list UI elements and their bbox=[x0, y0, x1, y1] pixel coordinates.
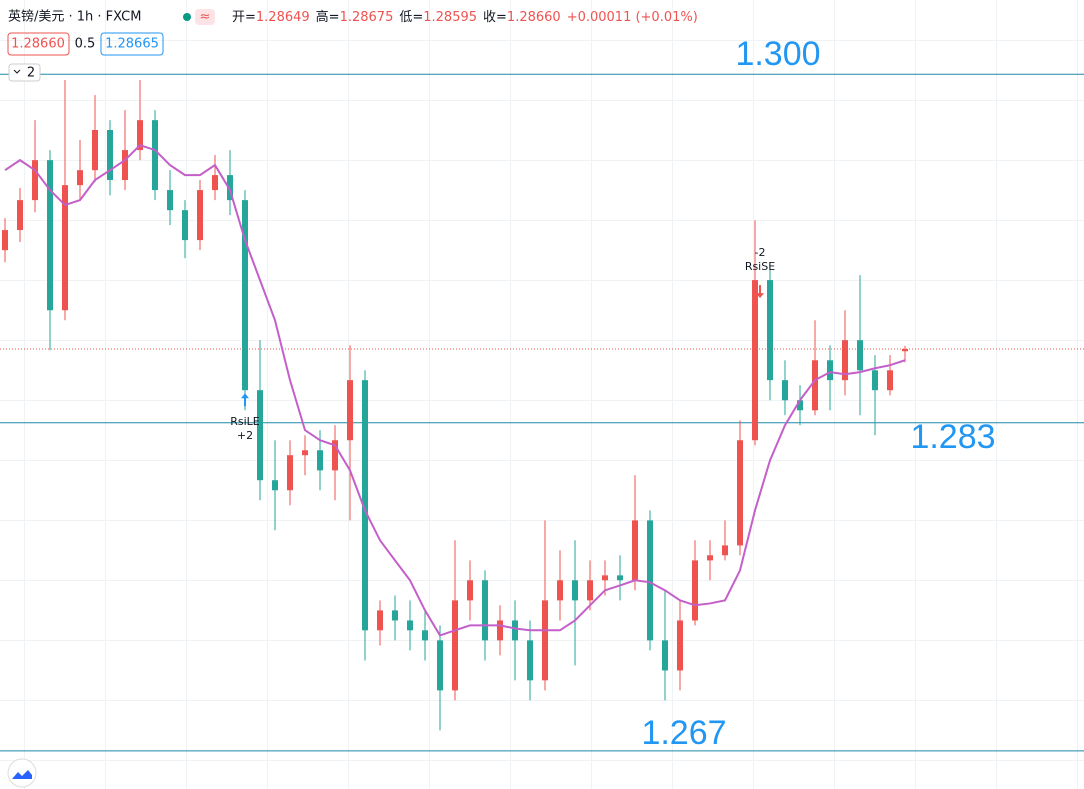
ohlc: 开=1.28649 高=1.28675 低=1.28595 收=1.28660 +0.0… bbox=[232, 9, 698, 25]
box bbox=[100, 32, 164, 56]
candle-body bbox=[197, 190, 203, 241]
candle-body bbox=[137, 120, 143, 151]
level-label: 1.283 bbox=[910, 418, 995, 456]
candle-body bbox=[902, 348, 908, 352]
chevron bbox=[13, 69, 21, 74]
candle-body bbox=[542, 600, 548, 681]
candle-body bbox=[752, 280, 758, 441]
candle-body bbox=[527, 640, 533, 681]
level-label: 1.267 bbox=[641, 714, 726, 752]
ohlc-value: 1.28675 bbox=[340, 10, 394, 25]
candle-body bbox=[617, 575, 623, 581]
candle-body bbox=[782, 380, 788, 401]
candle-body bbox=[737, 440, 743, 546]
candle-body bbox=[692, 560, 698, 621]
candle-body bbox=[707, 555, 713, 561]
candle-body bbox=[857, 340, 863, 371]
candle-body bbox=[347, 380, 353, 441]
candle-body bbox=[392, 610, 398, 621]
candle-body bbox=[407, 620, 413, 631]
candle-body bbox=[452, 600, 458, 691]
candle-body bbox=[167, 190, 173, 211]
candle-body bbox=[722, 545, 728, 556]
candle-body bbox=[842, 340, 848, 381]
status-icon: ≈ bbox=[200, 10, 211, 25]
moving-average bbox=[4, 144, 906, 637]
candle-body bbox=[557, 580, 563, 601]
candle-body bbox=[467, 580, 473, 601]
candle-body bbox=[422, 630, 428, 641]
candle-body bbox=[77, 170, 83, 186]
candle-body bbox=[827, 360, 833, 381]
candle-body bbox=[242, 200, 248, 391]
candle-body bbox=[437, 640, 443, 691]
candle-body bbox=[212, 175, 218, 191]
candle-body bbox=[797, 400, 803, 411]
sell-price[interactable]: 1.28660 bbox=[11, 37, 65, 52]
ohlc-value: 1.28595 bbox=[423, 10, 477, 25]
change: +0.00011 (+0.01%) bbox=[567, 10, 698, 25]
ohlc-label: 收= bbox=[483, 10, 507, 25]
signal-qty: +2 bbox=[237, 429, 253, 442]
candle-body bbox=[92, 129, 98, 171]
signal-arrow bbox=[241, 393, 249, 407]
ohlc-label: 高= bbox=[316, 9, 340, 25]
signal-qty: -2 bbox=[755, 246, 766, 259]
candle-body bbox=[377, 610, 383, 631]
candle-body bbox=[302, 450, 308, 456]
candle-body bbox=[332, 440, 338, 471]
ohlc-label: 开= bbox=[232, 10, 256, 25]
logo-mark bbox=[12, 770, 32, 779]
signal-text: RsiLE bbox=[230, 415, 260, 428]
candle-body bbox=[497, 620, 503, 641]
signal-arrow bbox=[756, 285, 764, 299]
candle-body bbox=[272, 480, 278, 491]
logo[interactable] bbox=[7, 758, 37, 788]
candle-body bbox=[572, 580, 578, 601]
candle-body bbox=[632, 520, 638, 581]
signal-text: RsiSE bbox=[745, 260, 775, 273]
candle-body bbox=[17, 200, 23, 231]
buy-price[interactable]: 1.28665 bbox=[105, 37, 159, 52]
candle-body bbox=[587, 580, 593, 601]
spread: 0.5 bbox=[75, 37, 96, 52]
ohlc-value: 1.28649 bbox=[256, 10, 310, 25]
candle-body bbox=[32, 160, 38, 201]
candle-body bbox=[482, 580, 488, 641]
candle-body bbox=[2, 230, 8, 251]
candle-body bbox=[767, 280, 773, 381]
candle-body bbox=[122, 150, 128, 181]
candle-body bbox=[602, 575, 608, 581]
status-dot bbox=[183, 13, 191, 21]
candle-body bbox=[362, 380, 368, 631]
candle-body bbox=[872, 370, 878, 391]
indicator-count: 2 bbox=[27, 66, 35, 81]
candle-body bbox=[227, 175, 233, 201]
level-label: 1.300 bbox=[735, 35, 820, 73]
candle-body bbox=[677, 620, 683, 671]
candle-body bbox=[662, 640, 668, 671]
candle-body bbox=[182, 210, 188, 241]
candle-body bbox=[887, 370, 893, 391]
candle-body bbox=[647, 520, 653, 641]
candle-body bbox=[512, 620, 518, 641]
candle-body bbox=[47, 160, 53, 311]
status-badge bbox=[195, 9, 215, 25]
candle-body bbox=[812, 360, 818, 411]
candle-body bbox=[317, 450, 323, 471]
candle-body bbox=[62, 185, 68, 311]
ohlc-value: 1.28660 bbox=[507, 10, 561, 25]
candle-body bbox=[107, 129, 113, 181]
box bbox=[7, 32, 70, 56]
candle-body bbox=[152, 120, 158, 191]
ohlc-label: 低= bbox=[399, 10, 423, 25]
candle-body bbox=[257, 390, 263, 481]
candle-body bbox=[287, 455, 293, 491]
collapse-btn[interactable] bbox=[8, 63, 41, 82]
symbol: 英镑/美元 · 1h · FXCM bbox=[8, 9, 141, 25]
